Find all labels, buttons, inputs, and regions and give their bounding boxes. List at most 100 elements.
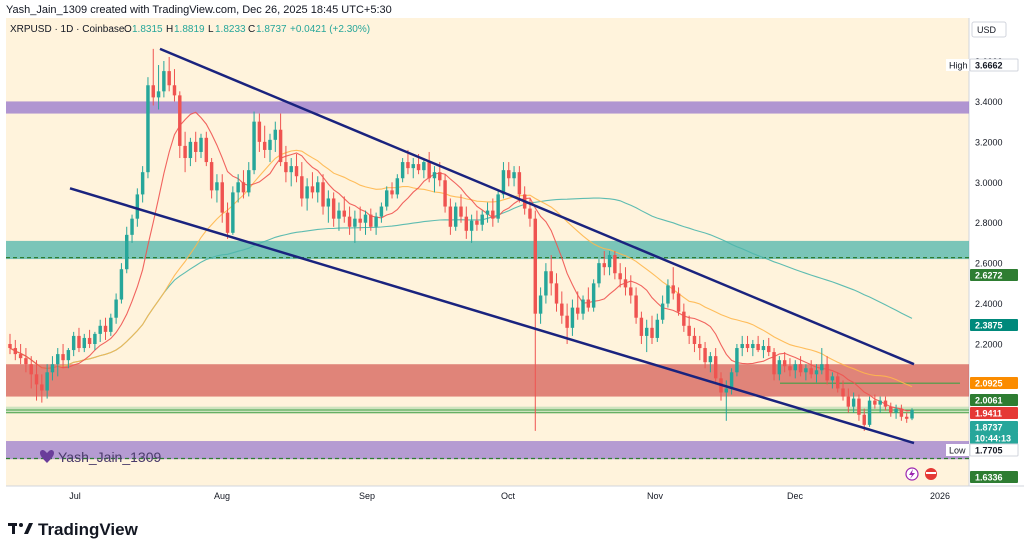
- chart-frame[interactable]: XRPUSD · 1D · Coinbase O 1.8315 H 1.8819…: [0, 18, 1024, 508]
- price-tick-label: 2.4000: [975, 299, 1003, 309]
- chart-author-header: Yash_Jain_1309 created with TradingView.…: [6, 4, 392, 16]
- zone-purple-resistance: [6, 101, 969, 114]
- candle-body: [135, 194, 140, 219]
- price-label-countdown-bg: [970, 432, 1018, 444]
- candle-body: [613, 255, 617, 274]
- legend-change: +0.0421 (+2.30%): [290, 24, 370, 35]
- candle-body: [607, 255, 612, 268]
- legend-l-label: L: [208, 24, 214, 35]
- candle-body: [347, 216, 352, 227]
- brand-name: TradingView: [38, 520, 138, 539]
- candle-body: [841, 388, 845, 397]
- candle-body: [406, 162, 410, 169]
- candle-body: [878, 400, 882, 405]
- candle-body: [772, 352, 776, 375]
- candle-body: [178, 95, 182, 146]
- legend-c-label: C: [248, 24, 255, 35]
- candle-body: [745, 344, 750, 349]
- price-label-orange: 2.0925: [975, 379, 1003, 389]
- currency-box[interactable]: [971, 21, 1007, 38]
- flag-icon-stripe: [926, 472, 936, 474]
- time-tick-label: Nov: [647, 491, 664, 501]
- price-tick-label: 2.8000: [975, 218, 1003, 228]
- currency-label: USD: [977, 25, 997, 35]
- candle-body: [883, 400, 888, 407]
- candle-body: [528, 208, 532, 219]
- candle-body: [692, 335, 697, 344]
- candle-body: [358, 218, 362, 223]
- candle-body: [363, 214, 368, 223]
- price-label-name-bg: [946, 444, 969, 456]
- candle-body: [156, 91, 161, 98]
- candle-body: [305, 186, 309, 199]
- price-label-countdown: 10:44:13: [975, 434, 1011, 444]
- candle-body: [644, 327, 649, 336]
- candle-body: [140, 172, 145, 195]
- candle-body: [268, 139, 272, 150]
- candle-body: [475, 220, 479, 225]
- price-chart[interactable]: XRPUSD · 1D · Coinbase O 1.8315 H 1.8819…: [0, 18, 1024, 508]
- price-axis[interactable]: 3.60003.40003.20003.00002.80002.60002.40…: [975, 57, 1003, 390]
- candle-body: [119, 269, 124, 300]
- chart-legend: XRPUSD · 1D · Coinbase O 1.8315 H 1.8819…: [10, 24, 370, 35]
- candle-body: [395, 178, 400, 195]
- candle-body: [326, 198, 331, 207]
- price-label-name-bg: [946, 59, 969, 71]
- candle-body: [565, 315, 569, 328]
- candle-body: [512, 172, 516, 179]
- candle-body: [751, 344, 755, 349]
- price-label-green: 2.0061: [975, 396, 1003, 406]
- candle-body: [18, 354, 23, 359]
- candle-body: [321, 182, 325, 207]
- price-label-name: High: [949, 61, 968, 71]
- time-tick-label: Dec: [787, 491, 804, 501]
- time-axis[interactable]: Jul Aug Sep Oct Nov Dec 2026: [69, 491, 950, 501]
- candle-body: [411, 164, 415, 169]
- ma-fast-line: [9, 111, 913, 412]
- candle-body: [671, 285, 675, 294]
- time-tick-label: Jul: [69, 491, 81, 501]
- price-label-teal: 2.3875: [975, 321, 1003, 331]
- candle-body: [708, 356, 713, 363]
- candle-body: [316, 182, 320, 193]
- candle-body: [29, 364, 33, 375]
- candle-body: [432, 172, 437, 179]
- candle-body: [162, 71, 166, 92]
- candle-body: [724, 388, 729, 393]
- candle-body: [857, 398, 861, 415]
- candle-body: [193, 141, 198, 152]
- candle-body: [220, 182, 224, 213]
- candle-body: [676, 293, 681, 312]
- candle-body: [554, 283, 559, 304]
- candle-body: [257, 121, 262, 142]
- legend-symbol[interactable]: XRPUSD · 1D · Coinbase: [10, 24, 125, 35]
- price-label-name: Low: [949, 446, 966, 456]
- price-label-low-bg: [969, 443, 1019, 457]
- candle-body: [443, 180, 447, 207]
- price-label-current-bg: [970, 421, 1018, 433]
- candle-body: [331, 198, 336, 219]
- candle-body: [103, 325, 108, 332]
- candle-body: [480, 214, 484, 225]
- price-label-red: 1.9411: [975, 409, 1002, 419]
- candle-body: [682, 311, 686, 326]
- candle-body: [369, 214, 373, 227]
- candle-body: [93, 333, 97, 344]
- candle-body: [273, 129, 278, 140]
- candle-body: [82, 337, 87, 349]
- candle-body: [247, 170, 251, 193]
- tradingview-brand[interactable]: TradingView: [8, 520, 138, 540]
- time-axis-background: [6, 486, 1024, 508]
- chart-event-icons[interactable]: [905, 467, 937, 481]
- candle-body: [379, 206, 384, 217]
- candle-body: [204, 137, 209, 163]
- candle-body: [300, 176, 304, 199]
- candle-body: [61, 354, 65, 361]
- candle-body: [130, 218, 134, 235]
- candle-body: [687, 325, 691, 336]
- candle-body: [485, 210, 490, 215]
- candle-body: [698, 344, 702, 349]
- price-label-red-bg: [970, 407, 1018, 419]
- candle-body: [448, 206, 453, 227]
- candle-body: [713, 356, 718, 379]
